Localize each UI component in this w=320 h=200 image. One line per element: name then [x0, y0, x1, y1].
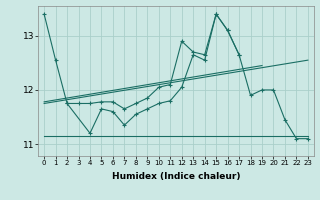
X-axis label: Humidex (Indice chaleur): Humidex (Indice chaleur) [112, 172, 240, 181]
